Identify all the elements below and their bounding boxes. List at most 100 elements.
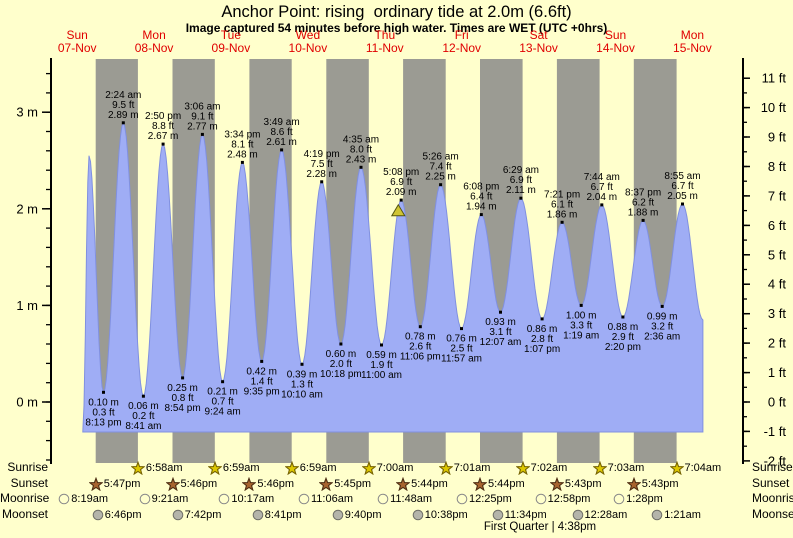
- y-axis-right-label: 3 ft: [768, 306, 786, 321]
- high-tide-annotation: 1.94 m: [466, 202, 497, 213]
- moonset-marker: 8:41pm: [252, 508, 302, 522]
- tide-extreme-dot: [121, 121, 125, 125]
- sunset-time: 5:44pm: [411, 477, 448, 490]
- sunrise-row-label-right: Sunrise: [752, 460, 793, 474]
- high-tide-annotation: 9.5 ft: [112, 100, 134, 111]
- high-tide-annotation: 9.1 ft: [191, 111, 213, 122]
- moon-circle-icon: [377, 493, 389, 505]
- tide-extreme-dot: [161, 142, 165, 146]
- moonset-marker: 1:21am: [651, 508, 701, 522]
- high-tide-annotation: 6.7 ft: [671, 181, 693, 192]
- sunrise-marker: 7:03am: [592, 461, 644, 475]
- high-tide-annotation: 2.11 m: [506, 185, 536, 196]
- moonrise-row-label-right: Moonrise: [752, 491, 793, 505]
- day-label: Sun 07-Nov: [57, 28, 97, 55]
- sun-star-icon: [207, 461, 222, 475]
- sunrise-marker: 6:59am: [207, 461, 260, 475]
- low-tide-annotation: 0.21 m: [207, 387, 238, 398]
- moon-circle-icon: [252, 509, 264, 521]
- moonset-marker: 9:40pm: [332, 508, 382, 522]
- moon-circle-icon: [651, 509, 663, 521]
- sunrise-time: 7:02am: [530, 462, 568, 474]
- low-tide-annotation: 10:10 am: [281, 389, 323, 400]
- tide-extreme-dot: [260, 359, 264, 363]
- y-axis-left-label: 2 m: [16, 201, 38, 216]
- day-label: Mon 15-Nov: [673, 28, 712, 55]
- high-tide-annotation: 2.25 m: [425, 172, 456, 183]
- moon-circle-icon: [172, 509, 184, 521]
- sunrise-row-label: Sunrise: [7, 460, 48, 474]
- sun-star-icon: [438, 461, 453, 475]
- high-tide-annotation: 8.8 ft: [152, 121, 174, 132]
- y-axis-right-label: 10 ft: [761, 100, 787, 115]
- y-axis-right-label: 2 ft: [768, 336, 786, 351]
- tide-extreme-dot: [280, 148, 284, 152]
- tide-extreme-dot: [359, 165, 363, 169]
- low-tide-annotation: 8:13 pm: [85, 417, 121, 428]
- low-tide-annotation: 2.9 ft: [612, 332, 634, 343]
- high-tide-annotation: 8.1 ft: [231, 139, 253, 150]
- high-tide-annotation: 6.7 ft: [591, 182, 613, 193]
- low-tide-annotation: 11:57 am: [441, 354, 482, 365]
- moon-circle-icon: [456, 493, 468, 505]
- low-tide-annotation: 0.06 m: [128, 401, 159, 412]
- high-tide-annotation: 6.9 ft: [510, 175, 532, 186]
- sun-star-icon: [515, 461, 530, 475]
- sunrise-marker: 7:02am: [515, 461, 568, 475]
- moon-circle-icon: [613, 493, 625, 505]
- sun-star-icon: [669, 461, 684, 475]
- high-tide-annotation: 8.0 ft: [350, 144, 372, 155]
- sun-star-icon: [165, 476, 180, 491]
- low-tide-annotation: 11:00 am: [361, 370, 402, 381]
- high-tide-annotation: 2.09 m: [386, 187, 417, 198]
- high-tide-annotation: 3:34 pm: [224, 129, 260, 140]
- low-tide-annotation: 9:35 pm: [244, 386, 280, 397]
- low-tide-annotation: 8:41 am: [125, 421, 161, 432]
- sun-star-icon: [549, 476, 564, 491]
- tide-extreme-dot: [460, 327, 463, 331]
- y-axis-left-label: 3 m: [16, 105, 38, 120]
- moonrise-marker: 1:28pm: [613, 492, 663, 506]
- tide-extreme-dot: [579, 303, 583, 307]
- sun-star-icon: [361, 461, 376, 475]
- tide-extreme-dot: [681, 202, 684, 206]
- low-tide-annotation: 0.8 ft: [171, 393, 193, 404]
- low-tide-annotation: 0.60 m: [326, 349, 357, 360]
- low-tide-annotation: 2.8 ft: [531, 334, 553, 345]
- moonset-time: 10:38pm: [424, 508, 468, 521]
- sunrise-time: 7:00am: [376, 462, 414, 474]
- low-tide-annotation: 2:36 am: [644, 331, 680, 342]
- tide-extreme-dot: [418, 325, 422, 329]
- moon-circle-icon: [58, 493, 70, 505]
- sunset-marker: 5:46pm: [242, 476, 294, 491]
- y-axis-right-label: 5 ft: [768, 247, 786, 262]
- sunset-marker: 5:46pm: [165, 476, 217, 491]
- moonset-marker: 10:38pm: [412, 508, 468, 522]
- sunset-marker: 5:43pm: [626, 476, 679, 491]
- low-tide-annotation: 1.00 m: [566, 310, 597, 321]
- tide-extreme-dot: [221, 380, 225, 384]
- moonrise-marker: 12:25pm: [456, 492, 512, 506]
- low-tide-annotation: 1.4 ft: [251, 376, 273, 387]
- moon-circle-icon: [412, 509, 424, 521]
- low-tide-annotation: 1.3 ft: [291, 379, 313, 390]
- tide-extreme-dot: [479, 213, 483, 217]
- y-axis-right-label: 9 ft: [768, 130, 786, 145]
- moon-phase-label: First Quarter | 4:38pm: [483, 521, 597, 533]
- sun-star-icon: [626, 476, 641, 491]
- tide-extreme-dot: [439, 183, 443, 187]
- high-tide-annotation: 8.6 ft: [270, 127, 292, 138]
- sunrise-time: 6:59am: [299, 462, 337, 474]
- moonset-time: 1:21am: [664, 508, 701, 521]
- low-tide-annotation: 2.0 ft: [330, 359, 352, 370]
- moonrise-row-label: Moonrise: [0, 491, 50, 505]
- moonset-time: 11:34pm: [504, 508, 547, 521]
- moon-circle-icon: [535, 493, 547, 505]
- tide-extreme-dot: [380, 343, 383, 347]
- high-tide-annotation: 5:08 pm: [383, 167, 419, 178]
- sun-star-icon: [396, 476, 411, 491]
- sunset-time: 5:45pm: [334, 477, 371, 490]
- low-tide-annotation: 12:07 am: [480, 337, 522, 348]
- tide-extreme-dot: [560, 220, 564, 224]
- tide-extreme-dot: [300, 362, 304, 366]
